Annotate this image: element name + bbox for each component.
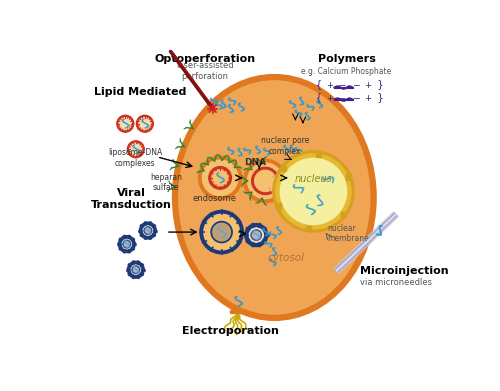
Text: laser-assisted
perforation: laser-assisted perforation	[176, 61, 234, 81]
Text: via microneedles: via microneedles	[360, 278, 432, 287]
Circle shape	[119, 118, 132, 130]
Text: liposome-DNA
complexes: liposome-DNA complexes	[108, 149, 162, 168]
Circle shape	[128, 261, 144, 278]
Circle shape	[117, 115, 134, 132]
Circle shape	[244, 159, 287, 203]
Circle shape	[128, 141, 144, 158]
Circle shape	[132, 266, 140, 274]
Circle shape	[123, 240, 130, 248]
Text: { + –: { + –	[316, 91, 346, 102]
Text: Viral
Transduction: Viral Transduction	[91, 188, 172, 210]
Text: nuclear
membrane: nuclear membrane	[327, 224, 369, 243]
Text: endosome: endosome	[192, 194, 236, 203]
Text: – + }: – + }	[354, 79, 384, 90]
Circle shape	[142, 224, 154, 237]
Circle shape	[209, 167, 232, 189]
FancyBboxPatch shape	[346, 174, 351, 180]
Circle shape	[273, 151, 354, 232]
FancyBboxPatch shape	[276, 203, 281, 208]
FancyBboxPatch shape	[306, 226, 312, 231]
Text: Lipid Mediated: Lipid Mediated	[94, 87, 186, 97]
FancyBboxPatch shape	[340, 212, 346, 217]
Circle shape	[129, 263, 142, 276]
Text: { + –: { + –	[316, 79, 346, 90]
Circle shape	[276, 154, 351, 229]
Circle shape	[200, 210, 244, 254]
Circle shape	[144, 227, 152, 234]
Circle shape	[130, 143, 142, 155]
Text: Microinjection: Microinjection	[360, 266, 448, 276]
Ellipse shape	[175, 77, 374, 318]
FancyBboxPatch shape	[316, 151, 321, 157]
Circle shape	[251, 230, 262, 240]
Circle shape	[245, 224, 268, 247]
Circle shape	[202, 160, 238, 196]
Circle shape	[198, 156, 242, 199]
Text: cytosol: cytosol	[268, 253, 305, 263]
Circle shape	[211, 222, 232, 242]
FancyBboxPatch shape	[281, 166, 286, 171]
Circle shape	[118, 236, 135, 253]
Circle shape	[204, 214, 240, 250]
Text: Optoperforation: Optoperforation	[154, 54, 256, 64]
Circle shape	[140, 222, 156, 239]
Circle shape	[120, 238, 134, 251]
Bar	[230, 310, 243, 313]
Circle shape	[248, 163, 283, 199]
Text: Polymers: Polymers	[318, 54, 376, 64]
Circle shape	[280, 158, 346, 224]
Text: – + }: – + }	[354, 91, 384, 102]
Circle shape	[139, 118, 151, 130]
Text: heparan
sulfate: heparan sulfate	[150, 172, 182, 192]
Text: nucleus: nucleus	[294, 174, 333, 185]
Text: DNA: DNA	[244, 158, 266, 167]
Text: e.g. Calcium Phosphate: e.g. Calcium Phosphate	[302, 67, 392, 76]
Circle shape	[248, 226, 265, 244]
Text: Electroporation: Electroporation	[182, 326, 279, 336]
Text: nuclear pore
complex: nuclear pore complex	[260, 136, 309, 156]
Circle shape	[136, 115, 154, 132]
Circle shape	[212, 170, 228, 186]
